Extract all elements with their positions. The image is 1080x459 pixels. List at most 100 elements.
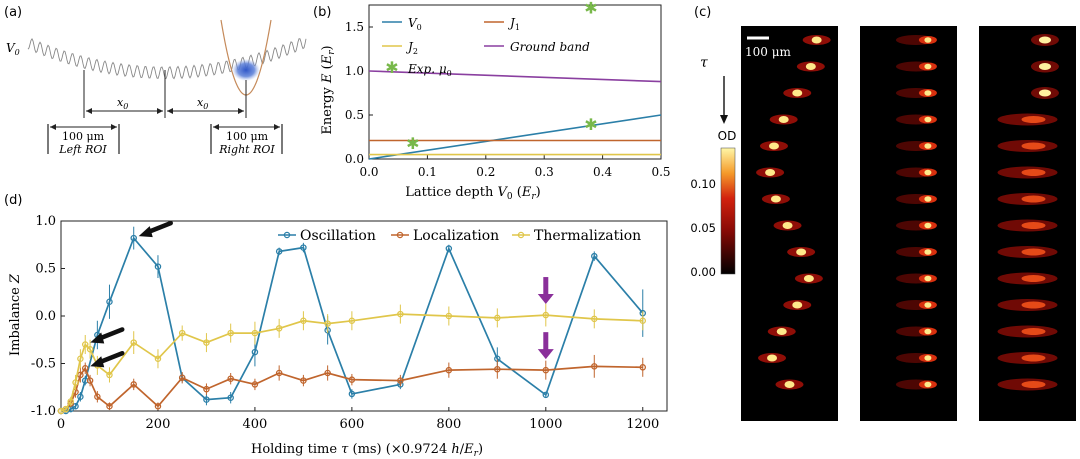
legend-item-j2: J2 xyxy=(382,40,418,56)
od-spot-osc-core-5 xyxy=(765,169,776,176)
od-spot-osc-core-2 xyxy=(792,89,803,97)
data-point-localization-1200 xyxy=(639,364,647,371)
chart-b-plot: 0.0 0.1 0.2 0.3 0.4 0.5 0.0 0.5 1.0 1.5 ✱ ✱ ✱ xyxy=(345,0,671,179)
od-spot-osc-core-0 xyxy=(811,36,822,44)
legend-label-j2: J2 xyxy=(405,40,418,56)
od-spot-loc-core-11 xyxy=(924,328,932,335)
data-point-localization-400 xyxy=(251,381,259,388)
colorbar xyxy=(720,147,736,275)
data-point-thermalization-1000 xyxy=(542,311,550,319)
data-point-localization-550 xyxy=(324,369,331,377)
data-point-oscillation-200 xyxy=(154,263,162,270)
chart-d-legend: Oscillation Localization Thermalization xyxy=(278,228,641,244)
chart-d-ylabel: Imbalance Z xyxy=(8,273,23,356)
data-point-localization-100 xyxy=(106,402,113,410)
data-point-thermalization-10 xyxy=(62,405,70,413)
data-point-localization-350 xyxy=(227,375,234,382)
od-spot-therm-core-5 xyxy=(1021,169,1046,176)
od-spot-therm-core-13 xyxy=(1021,381,1046,388)
chart-b-ytick-0-0: 0.0 xyxy=(345,152,364,166)
od-spot-loc-core-12 xyxy=(924,355,932,361)
data-point-thermalization-50 xyxy=(81,341,89,348)
data-point-thermalization-150 xyxy=(130,339,137,346)
data-point-localization-60 xyxy=(86,377,94,384)
legend-label-exp-mu0: Exp. μ0 xyxy=(407,62,452,78)
annotation-arrowhead-oscillation-0 xyxy=(138,226,153,238)
colorbar-tick-0.00: 0.00 xyxy=(690,265,716,279)
data-point-thermalization-100 xyxy=(106,371,113,379)
data-point-localization-600 xyxy=(348,376,356,383)
od-spot-therm-core-8 xyxy=(1021,248,1046,256)
legend-marker-thermalization xyxy=(517,231,525,239)
od-spot-loc-core-5 xyxy=(924,169,932,176)
data-point-oscillation-400 xyxy=(251,348,259,356)
scatter-point-exp-mu0-1: ✱ xyxy=(584,115,597,134)
chart-d-ytick-0-5: -0.5 xyxy=(31,357,56,372)
series-line-oscillation xyxy=(61,236,644,412)
od-spot-loc-core-3 xyxy=(924,116,932,123)
od-spot-osc-core-7 xyxy=(782,222,793,229)
chart-b-xlabel: Lattice depth V0 (Er) xyxy=(405,185,540,202)
chart-b-ytick-0-5: 0.5 xyxy=(345,108,364,122)
legend-marker-exp-mu0: ✱ xyxy=(385,58,398,77)
annotation-arrowhead-thermalization-1 xyxy=(90,332,105,344)
data-point-localization-1000 xyxy=(542,366,550,374)
data-point-localization-1100 xyxy=(591,363,598,370)
chart-b-ytick-1-5: 1.5 xyxy=(345,20,364,34)
right-roi-scale: 100 μm xyxy=(226,130,269,143)
chart-b-xtick-0-2: 0.2 xyxy=(476,165,495,179)
od-spot-loc-core-10 xyxy=(924,302,932,308)
od-spot-loc-core-7 xyxy=(924,222,932,229)
chart-d-ytick-0-5: 0.5 xyxy=(35,262,56,277)
left-roi-scale: 100 μm xyxy=(62,130,105,143)
data-point-oscillation-500 xyxy=(300,244,307,251)
legend-item-v0: V0 xyxy=(382,16,422,32)
chart-d-ytick-0-0: 0.0 xyxy=(35,309,56,324)
chart-d-xtick-200: 200 xyxy=(146,417,171,432)
chart-d-ytick-1-0: 1.0 xyxy=(35,214,56,229)
od-spot-loc-core-4 xyxy=(924,143,932,149)
annotation-purple-arrowhead-localization-4 xyxy=(537,349,554,360)
chart-b-xtick-0-3: 0.3 xyxy=(535,165,554,179)
chart-b-frame xyxy=(368,4,662,160)
chart-b-legend: V0 J1 J2 Ground band ✱ Exp. μ0 xyxy=(382,16,590,78)
od-spot-osc-core-3 xyxy=(778,116,789,123)
legend-label-localization: Localization xyxy=(413,228,499,244)
data-point-localization-500 xyxy=(300,377,307,384)
data-point-thermalization-300 xyxy=(203,339,210,346)
od-image-spots xyxy=(756,34,1059,391)
panel-a: (a) V0 x0 x0 100 μm Left ROI 100 μm Righ… xyxy=(4,5,307,156)
od-spot-therm-core-6 xyxy=(1021,195,1046,203)
chart-d-xtick-1000: 1000 xyxy=(529,417,562,432)
panel-b-label: (b) xyxy=(313,5,331,20)
panel-d-label: (d) xyxy=(4,193,22,208)
data-point-oscillation-350 xyxy=(227,394,234,401)
chart-d-plot: 0 200 400 600 800 1000 1200 1.0 0.5 0.0 -0.5 -1.0 xyxy=(31,214,668,432)
chart-b-xtick-0-1: 0.1 xyxy=(418,165,437,179)
od-spot-osc-core-13 xyxy=(784,381,795,388)
annotation-arrowhead-localization-2 xyxy=(90,356,105,368)
od-spot-loc-core-13 xyxy=(924,381,932,388)
panel-a-label: (a) xyxy=(4,5,22,20)
chart-d-ytick-1-0: -1.0 xyxy=(31,404,56,419)
data-point-thermalization-40 xyxy=(77,355,84,362)
lattice-potential-wave xyxy=(27,38,307,80)
legend-item-localization: Localization xyxy=(391,228,499,244)
data-point-oscillation-30 xyxy=(72,402,79,410)
data-point-localization-900 xyxy=(494,365,501,373)
od-spot-therm-core-3 xyxy=(1021,116,1046,123)
chart-d-xtick-400: 400 xyxy=(243,417,268,432)
od-spot-loc-core-8 xyxy=(924,249,932,255)
data-point-localization-250 xyxy=(178,374,186,381)
colorbar-tick-0.05: 0.05 xyxy=(690,221,716,235)
data-point-oscillation-150 xyxy=(130,234,137,242)
chart-b-ylabel: Energy E (Er) xyxy=(320,45,337,134)
chart-d-xtick-0: 0 xyxy=(57,417,65,432)
data-point-localization-200 xyxy=(154,402,162,410)
od-spot-osc-core-1 xyxy=(805,63,816,70)
od-spot-osc-core-6 xyxy=(770,195,781,203)
chart-b-xtick-0-5: 0.5 xyxy=(651,165,670,179)
scatter-point-exp-mu0-0: ✱ xyxy=(406,134,419,153)
scalebar-label: 100 μm xyxy=(745,45,792,59)
data-point-thermalization-30 xyxy=(72,379,79,386)
